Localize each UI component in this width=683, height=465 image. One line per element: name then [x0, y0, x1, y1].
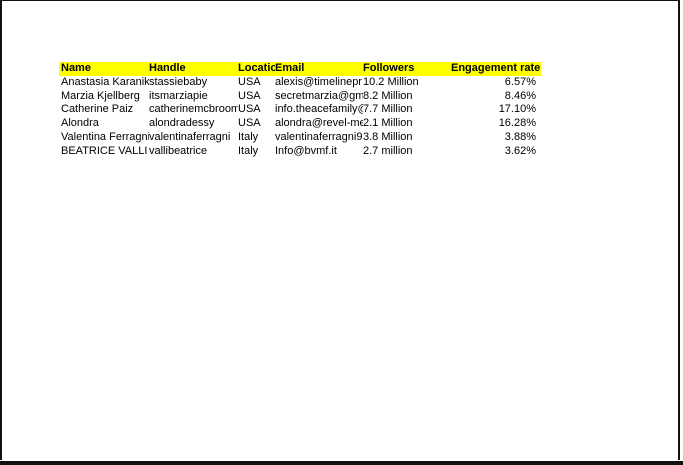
- table-row: Alondra alondradessy USA alondra@revel-medi…: [59, 117, 541, 131]
- cell-engagement-rate: 3.88%: [504, 130, 536, 143]
- header-email: Email: [275, 62, 305, 74]
- cell-followers: 2.1 Million: [363, 117, 413, 130]
- cell-name: Marzia Kjellberg: [61, 89, 140, 102]
- cell-handle: stassiebaby: [149, 75, 208, 88]
- header-location: Location: [238, 62, 275, 74]
- table-row: Valentina Ferragni valentinaferragni Italy…: [59, 131, 541, 145]
- cell-email: alexis@timelinepr: [275, 75, 362, 88]
- cell-name: Alondra: [61, 117, 99, 130]
- header-followers: Followers: [363, 62, 415, 74]
- cell-name: Anastasia Karanikolaou: [61, 75, 149, 88]
- cell-location: USA: [238, 75, 261, 88]
- cell-engagement-rate: 6.57%: [504, 75, 536, 88]
- header-name: Name: [61, 62, 91, 74]
- header-handle: Handle: [149, 62, 186, 74]
- cell-handle: catherinemcbroom: [149, 103, 238, 116]
- cell-name: Catherine Paiz: [61, 103, 134, 116]
- table-row: Anastasia Karanikolaoustassiebaby USA alex…: [59, 76, 541, 90]
- cell-location: USA: [238, 103, 261, 116]
- table-row: Marzia Kjellberg itsmarziapie USA secretmar…: [59, 90, 541, 104]
- cell-engagement-rate: 16.28%: [498, 117, 536, 130]
- table-row: BEATRICE VALLI vallibeatrice Italy Info@bvm…: [59, 145, 541, 159]
- cell-handle: valentinaferragni: [149, 130, 231, 143]
- cell-location: USA: [238, 117, 261, 130]
- cell-name: BEATRICE VALLI: [61, 144, 148, 157]
- cell-location: Italy: [238, 130, 259, 143]
- cell-followers: 3.8 Million: [363, 130, 413, 143]
- cell-location: Italy: [238, 144, 259, 157]
- cell-followers: 2.7 million: [363, 144, 413, 157]
- cell-followers: 8.2 Million: [363, 89, 413, 102]
- header-row: Name Handle Location Email Followers Eng…: [59, 62, 541, 76]
- cell-email: secretmarzia@gmail: [275, 89, 363, 102]
- cell-followers: 7.7 Million: [363, 103, 413, 116]
- bottom-border: [0, 461, 683, 465]
- spreadsheet-table: Name Handle Location Email Followers Eng…: [59, 62, 541, 159]
- cell-followers: 10.2 Million: [363, 75, 419, 88]
- cell-email: valentinaferragni9: [275, 130, 363, 143]
- cell-engagement-rate: 3.62%: [504, 144, 536, 157]
- cell-engagement-rate: 8.46%: [504, 89, 536, 102]
- cell-location: USA: [238, 89, 261, 102]
- cell-email: alondra@revel-media: [275, 117, 363, 130]
- cell-name: Valentina Ferragni: [61, 130, 149, 143]
- header-engagement-rate: Engagement rate: [451, 62, 541, 74]
- cell-email: info.theacefamily@: [275, 103, 363, 116]
- cell-handle: alondradessy: [149, 117, 215, 130]
- table-row: Catherine Paiz catherinemcbroom USA info.th…: [59, 103, 541, 117]
- cell-email: Info@bvmf.it: [275, 144, 337, 157]
- cell-engagement-rate: 17.10%: [498, 103, 536, 116]
- cell-handle: vallibeatrice: [149, 144, 208, 157]
- cell-handle: itsmarziapie: [149, 89, 208, 102]
